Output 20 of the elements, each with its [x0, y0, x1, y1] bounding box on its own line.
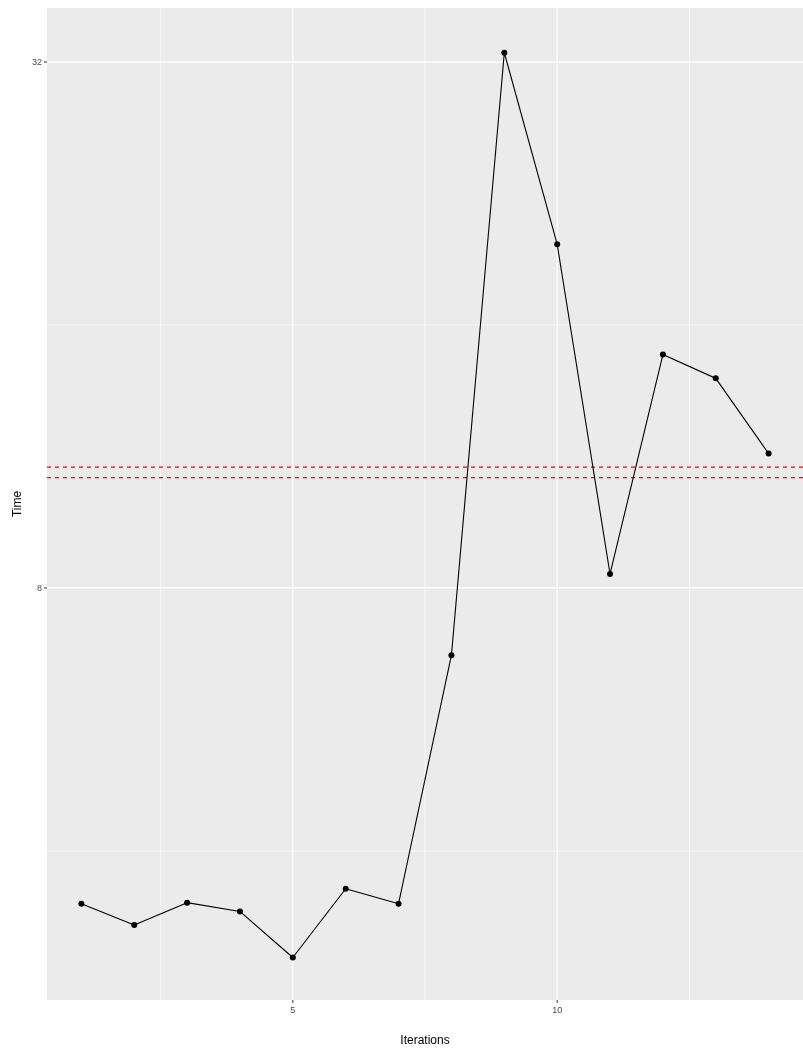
point	[184, 899, 191, 906]
point	[131, 922, 138, 929]
x-axis-title: Iterations	[400, 1033, 450, 1047]
point	[342, 885, 349, 892]
point	[712, 375, 719, 382]
point	[659, 351, 666, 358]
point	[765, 450, 772, 457]
y-tick-label: 32	[31, 57, 42, 68]
y-axis-title: Time	[10, 490, 24, 518]
point	[395, 900, 402, 907]
point	[236, 908, 243, 915]
point	[554, 241, 561, 248]
point	[501, 49, 508, 56]
x-tick-label: 5	[290, 1005, 296, 1015]
point	[289, 954, 296, 961]
point	[607, 570, 614, 577]
point	[78, 900, 85, 907]
point	[448, 652, 455, 659]
y-tick-label: 8	[36, 582, 42, 593]
x-tick-label: 10	[552, 1005, 563, 1015]
